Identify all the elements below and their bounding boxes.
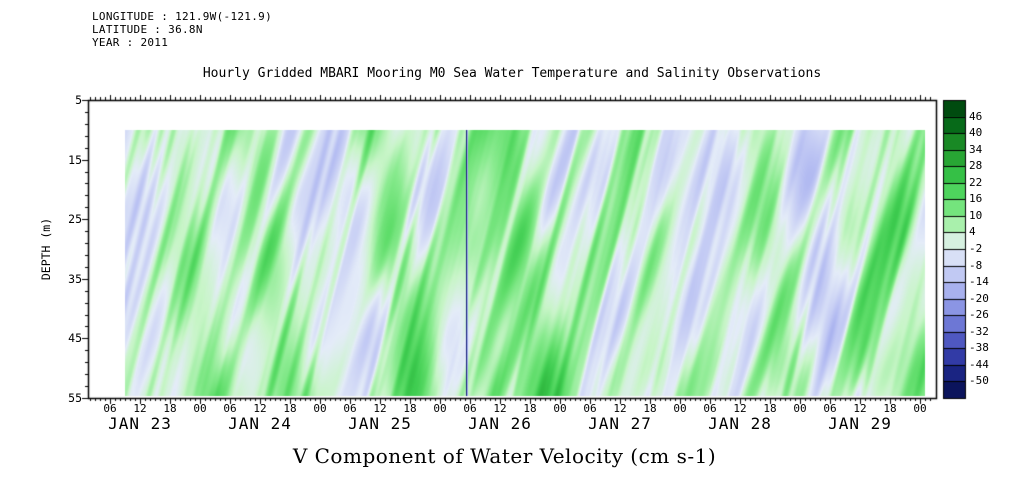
x-hour-tick-label: 06: [823, 402, 837, 415]
colorbar-tick-label: -32: [969, 325, 989, 338]
x-day-label: JAN 29: [828, 414, 892, 433]
x-hour-tick-label: 12: [853, 402, 867, 415]
x-hour-tick-label: 00: [433, 402, 447, 415]
x-hour-tick-label: 18: [283, 402, 297, 415]
x-hour-tick-label: 12: [373, 402, 387, 415]
x-hour-tick-label: 12: [493, 402, 507, 415]
x-hour-tick-label: 00: [553, 402, 567, 415]
colorbar-tick-label: 22: [969, 176, 983, 189]
x-day-label: JAN 25: [348, 414, 412, 433]
x-hour-tick-label: 18: [523, 402, 537, 415]
colorbar-tick-label: -50: [969, 374, 989, 387]
x-day-label: JAN 27: [588, 414, 652, 433]
colorbar-tick-label: -2: [969, 242, 983, 255]
x-day-label: JAN 24: [228, 414, 292, 433]
x-hour-tick-label: 06: [583, 402, 597, 415]
colorbar-tick-label: 34: [969, 143, 983, 156]
colorbar-tick-label: -20: [969, 292, 989, 305]
colorbar-tick-label: 40: [969, 126, 983, 139]
x-hour-tick-label: 12: [733, 402, 747, 415]
x-hour-tick-label: 00: [913, 402, 927, 415]
x-hour-tick-label: 18: [643, 402, 657, 415]
x-hour-tick-label: 06: [703, 402, 717, 415]
x-day-label: JAN 26: [468, 414, 532, 433]
y-tick-label: 35: [68, 272, 82, 286]
colorbar-tick-label: 4: [969, 225, 976, 238]
colorbar-tick-label: -14: [969, 275, 989, 288]
x-day-label: JAN 28: [708, 414, 772, 433]
y-tick-label: 55: [68, 391, 82, 405]
y-tick-label: 5: [75, 93, 82, 107]
x-hour-tick-label: 06: [103, 402, 117, 415]
latitude-text: LATITUDE : 36.8N: [92, 23, 203, 36]
y-tick-label: 15: [68, 153, 82, 167]
x-hour-tick-label: 00: [673, 402, 687, 415]
y-tick-label: 25: [68, 212, 82, 226]
colorbar-tick-label: 46: [969, 110, 983, 123]
colorbar-tick-label: 28: [969, 159, 983, 172]
longitude-text: LONGITUDE : 121.9W(-121.9): [92, 10, 272, 23]
bottom-title: V Component of Water Velocity (cm s-1): [292, 444, 717, 468]
y-axis-label: DEPTH (m): [39, 217, 53, 281]
x-hour-tick-label: 06: [223, 402, 237, 415]
x-hour-tick-label: 00: [793, 402, 807, 415]
colorbar-tick-label: 16: [969, 192, 983, 205]
x-hour-tick-label: 18: [763, 402, 777, 415]
colorbar-tick-label: -26: [969, 308, 989, 321]
x-hour-tick-label: 06: [343, 402, 357, 415]
x-hour-tick-label: 00: [313, 402, 327, 415]
x-hour-tick-label: 00: [193, 402, 207, 415]
x-day-label: JAN 23: [108, 414, 172, 433]
colorbar-tick-label: 10: [969, 209, 983, 222]
chart-title: Hourly Gridded MBARI Mooring M0 Sea Wate…: [202, 66, 822, 81]
colorbar-tick-label: -44: [969, 358, 989, 371]
y-tick-label: 45: [68, 331, 82, 345]
x-hour-tick-label: 06: [463, 402, 477, 415]
x-hour-tick-label: 12: [613, 402, 627, 415]
x-hour-tick-label: 18: [403, 402, 417, 415]
colorbar-tick-label: -8: [969, 259, 983, 272]
x-hour-tick-label: 18: [163, 402, 177, 415]
x-hour-tick-label: 12: [133, 402, 147, 415]
x-hour-tick-label: 12: [253, 402, 267, 415]
metadata-block: LONGITUDE : 121.9W(-121.9) LATITUDE : 36…: [92, 10, 272, 49]
colorbar-tick-label: -38: [969, 341, 989, 354]
year-text: YEAR : 2011: [92, 36, 169, 49]
x-hour-tick-label: 18: [883, 402, 897, 415]
